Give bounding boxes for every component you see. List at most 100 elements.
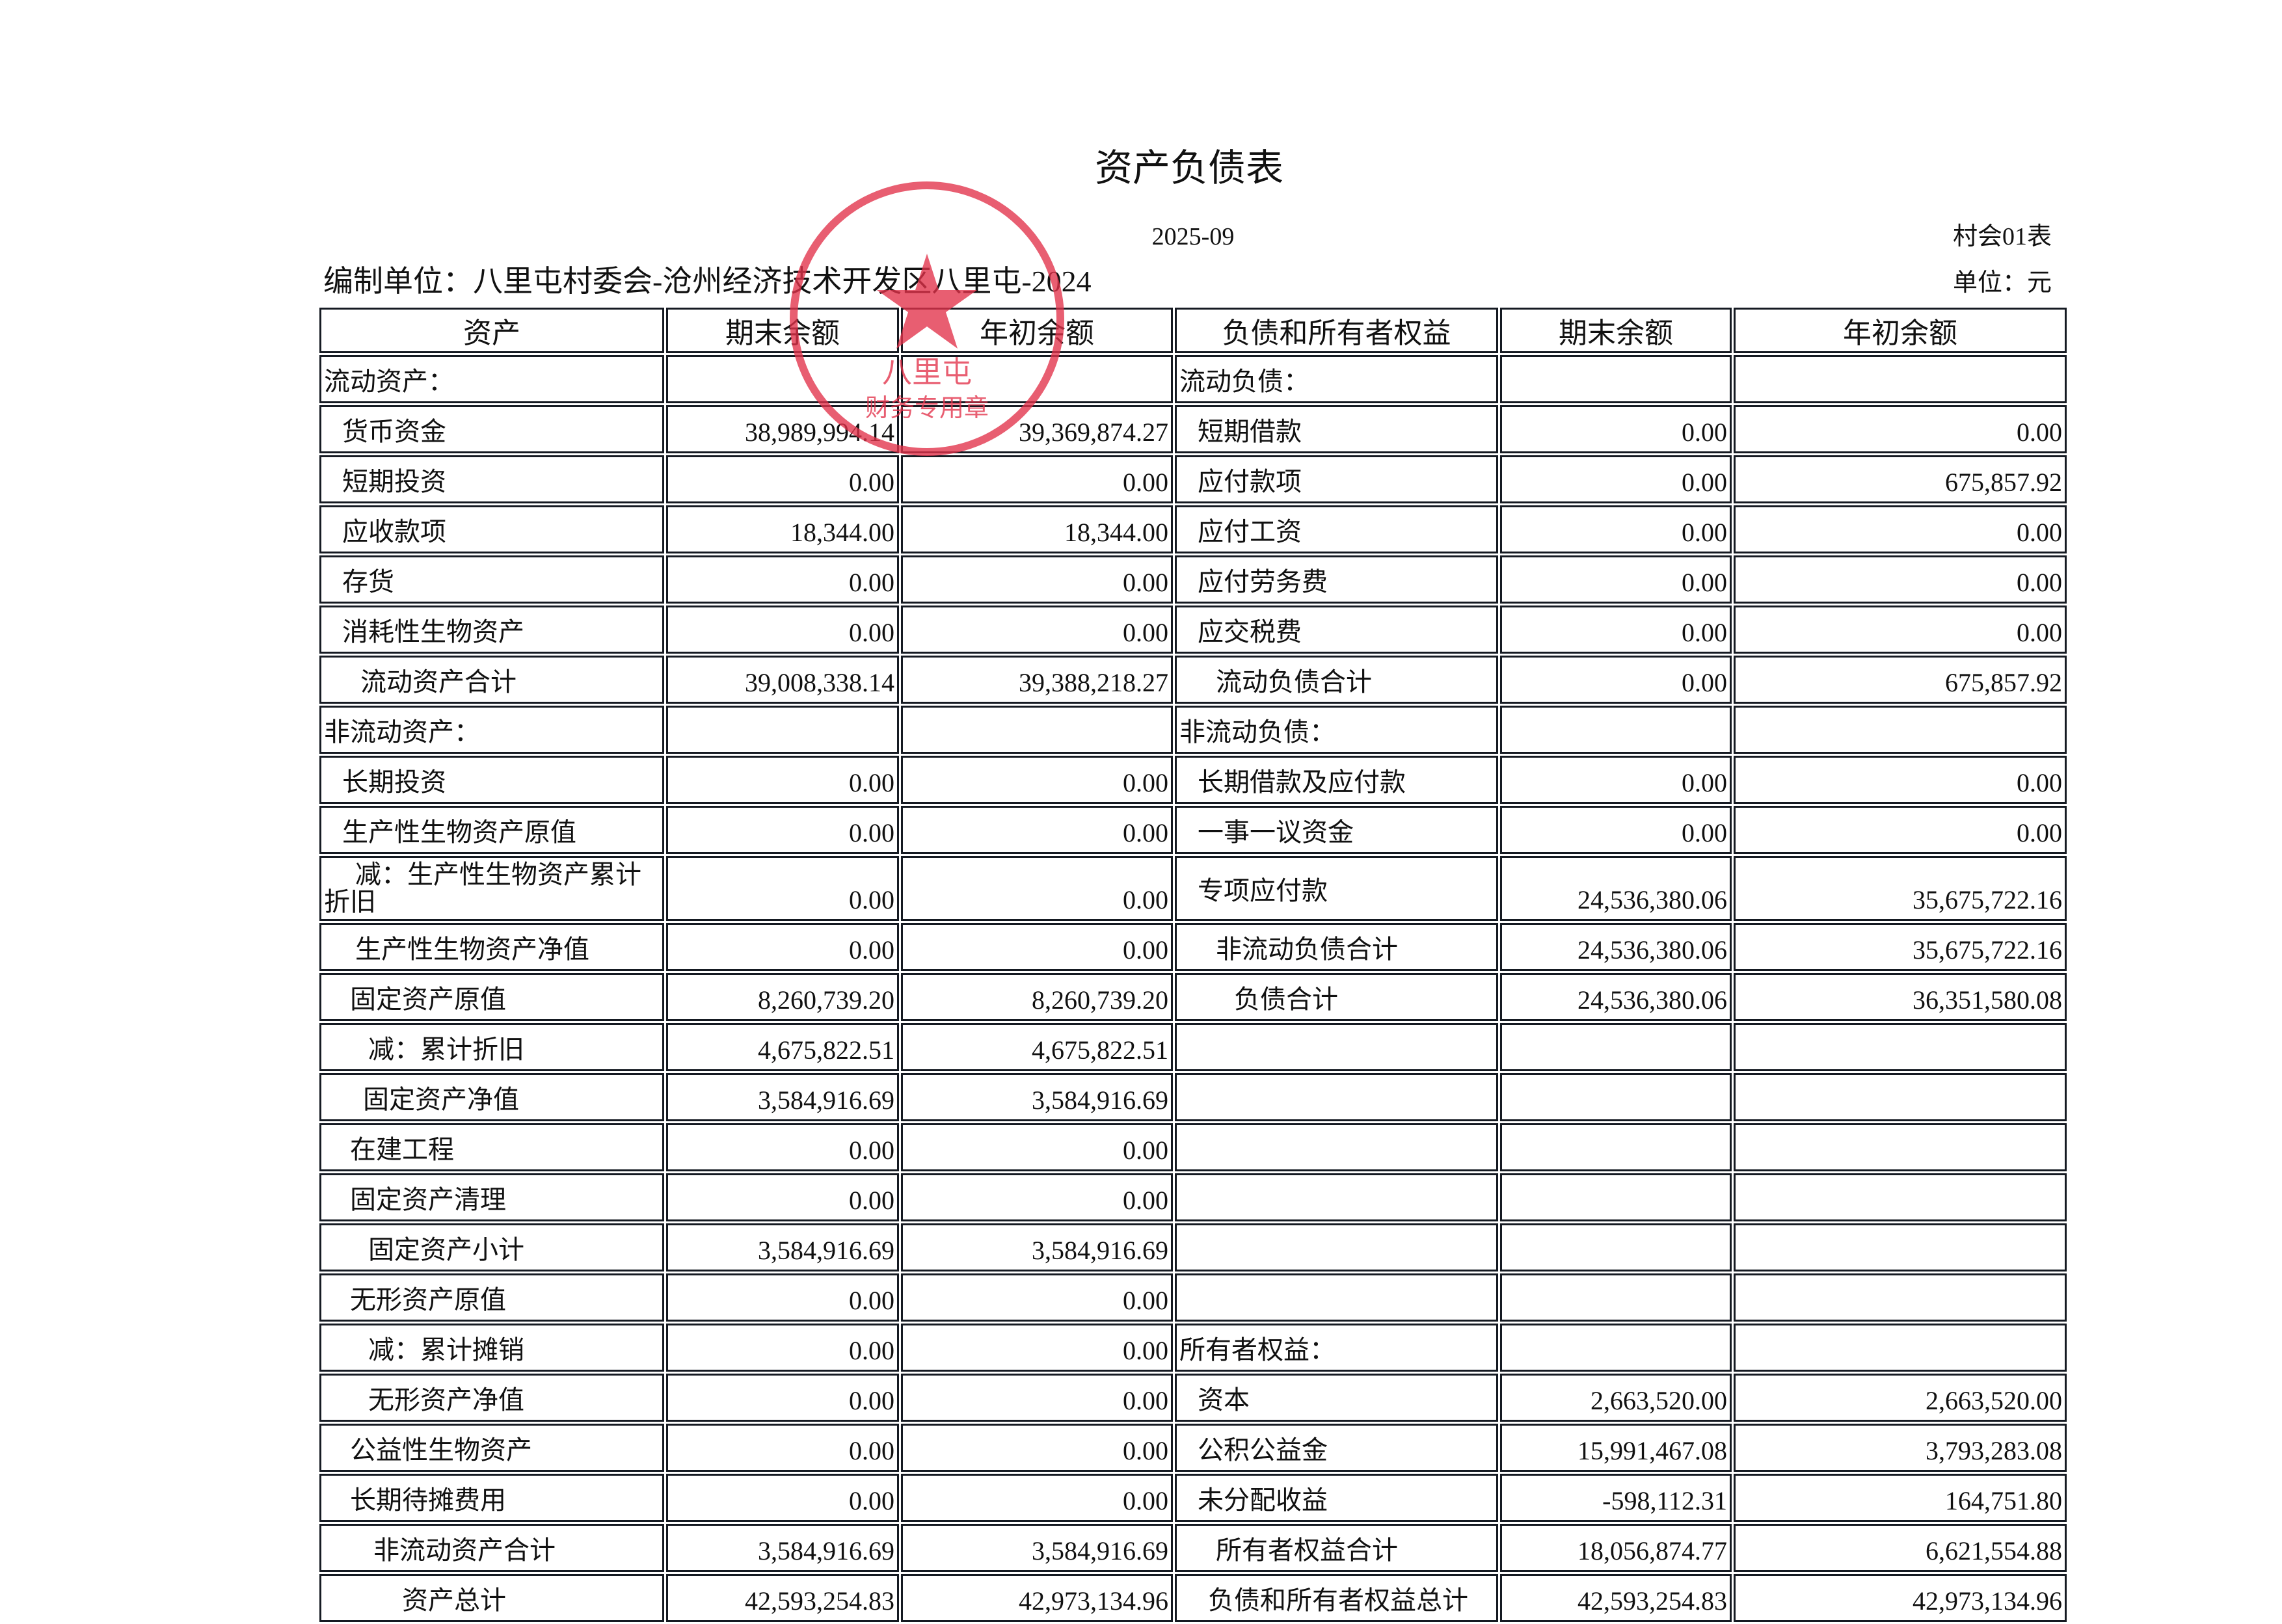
column-header: 期末余额 bbox=[1500, 308, 1732, 353]
table-row: 公益性生物资产 0.00 0.00 公积公益金 15,991,467.08 3,793,2… bbox=[319, 1424, 2067, 1472]
amount-cell: 0.00 bbox=[901, 756, 1173, 804]
amount-cell bbox=[1500, 1123, 1732, 1171]
table-row: 短期投资 0.00 0.00 应付款项 0.00 675,857.92 bbox=[319, 455, 2067, 503]
amount-cell: -598,112.31 bbox=[1500, 1474, 1732, 1522]
row-label: 存货 bbox=[319, 555, 664, 604]
amount-cell: 0.00 bbox=[901, 555, 1173, 604]
amount-cell: 0.00 bbox=[1500, 405, 1732, 453]
row-label: 无形资产净值 bbox=[319, 1374, 664, 1422]
row-label: 所有者权益： bbox=[1175, 1324, 1498, 1372]
row-label: 流动资产合计 bbox=[319, 656, 664, 704]
amount-cell bbox=[1734, 1173, 2067, 1221]
table-row: 流动资产合计 39,008,338.14 39,388,218.27 流动负债合计 0.… bbox=[319, 656, 2067, 704]
amount-cell bbox=[666, 706, 899, 754]
row-label bbox=[1175, 1173, 1498, 1221]
period: 2025-09 bbox=[1151, 223, 1235, 250]
stamp: 八里屯 财务专用章 bbox=[790, 181, 1064, 456]
row-label: 货币资金 bbox=[319, 405, 664, 453]
amount-cell: 0.00 bbox=[1500, 606, 1732, 654]
amount-cell: 3,584,916.69 bbox=[901, 1073, 1173, 1121]
amount-cell: 3,584,916.69 bbox=[666, 1073, 899, 1121]
amount-cell: 0.00 bbox=[666, 923, 899, 971]
stamp-bottom: 财务专用章 bbox=[865, 393, 989, 422]
amount-cell: 24,536,380.06 bbox=[1500, 923, 1732, 971]
amount-cell: 35,675,722.16 bbox=[1734, 923, 2067, 971]
amount-cell: 0.00 bbox=[666, 806, 899, 854]
table-row: 减：生产性生物资产累计折旧 0.00 0.00 专项应付款 24,536,380.06 3… bbox=[319, 856, 2067, 921]
row-label: 短期借款 bbox=[1175, 405, 1498, 453]
row-label: 资产总计 bbox=[319, 1574, 664, 1622]
row-label: 一事一议资金 bbox=[1175, 806, 1498, 854]
amount-cell: 3,584,916.69 bbox=[901, 1524, 1173, 1572]
amount-cell: 6,621,554.88 bbox=[1734, 1524, 2067, 1572]
amount-cell: 164,751.80 bbox=[1734, 1474, 2067, 1522]
amount-cell: 0.00 bbox=[1500, 555, 1732, 604]
amount-cell: 0.00 bbox=[666, 1474, 899, 1522]
amount-cell bbox=[1500, 1073, 1732, 1121]
amount-cell: 39,388,218.27 bbox=[901, 656, 1173, 704]
amount-cell: 42,593,254.83 bbox=[1500, 1574, 1732, 1622]
unit: 单位：元 bbox=[1952, 269, 2052, 297]
row-label: 流动负债合计 bbox=[1175, 656, 1498, 704]
table-row: 固定资产净值 3,584,916.69 3,584,916.69 bbox=[319, 1073, 2067, 1121]
stamp-star bbox=[877, 254, 977, 349]
row-label: 非流动负债合计 bbox=[1175, 923, 1498, 971]
row-label: 应交税费 bbox=[1175, 606, 1498, 654]
row-label: 减：累计摊销 bbox=[319, 1324, 664, 1372]
amount-cell: 0.00 bbox=[901, 1474, 1173, 1522]
table-row: 非流动资产： 非流动负债： bbox=[319, 706, 2067, 754]
amount-cell: 36,351,580.08 bbox=[1734, 973, 2067, 1021]
amount-cell bbox=[1734, 706, 2067, 754]
amount-cell: 0.00 bbox=[901, 606, 1173, 654]
amount-cell: 0.00 bbox=[901, 1374, 1173, 1422]
row-label: 固定资产小计 bbox=[319, 1223, 664, 1271]
table-row: 非流动资产合计 3,584,916.69 3,584,916.69 所有者权益合计 18… bbox=[319, 1524, 2067, 1572]
amount-cell: 0.00 bbox=[666, 1324, 899, 1372]
table-row: 消耗性生物资产 0.00 0.00 应交税费 0.00 0.00 bbox=[319, 606, 2067, 654]
amount-cell: 3,584,916.69 bbox=[666, 1524, 899, 1572]
amount-cell bbox=[1500, 1173, 1732, 1221]
amount-cell bbox=[1734, 1073, 2067, 1121]
amount-cell: 42,973,134.96 bbox=[1734, 1574, 2067, 1622]
row-label: 生产性生物资产净值 bbox=[319, 923, 664, 971]
amount-cell: 24,536,380.06 bbox=[1500, 856, 1732, 921]
amount-cell bbox=[1734, 1273, 2067, 1322]
column-header: 资产 bbox=[319, 308, 664, 353]
amount-cell: 3,584,916.69 bbox=[666, 1223, 899, 1271]
amount-cell: 0.00 bbox=[666, 555, 899, 604]
table-row: 无形资产原值 0.00 0.00 bbox=[319, 1273, 2067, 1322]
row-label bbox=[1175, 1223, 1498, 1271]
amount-cell: 2,663,520.00 bbox=[1500, 1374, 1732, 1422]
amount-cell bbox=[1500, 355, 1732, 403]
amount-cell: 3,793,283.08 bbox=[1734, 1424, 2067, 1472]
amount-cell: 0.00 bbox=[666, 856, 899, 921]
amount-cell: 0.00 bbox=[901, 806, 1173, 854]
column-header: 年初余额 bbox=[1734, 308, 2067, 353]
amount-cell: 0.00 bbox=[1734, 806, 2067, 854]
amount-cell bbox=[1500, 1324, 1732, 1372]
amount-cell bbox=[1734, 355, 2067, 403]
amount-cell: 0.00 bbox=[1734, 555, 2067, 604]
table-row: 固定资产清理 0.00 0.00 bbox=[319, 1173, 2067, 1221]
amount-cell bbox=[1500, 706, 1732, 754]
amount-cell: 39,369,874.27 bbox=[901, 405, 1173, 453]
amount-cell bbox=[1734, 1023, 2067, 1071]
amount-cell bbox=[901, 355, 1173, 403]
row-label bbox=[1175, 1023, 1498, 1071]
table-row: 应收款项 18,344.00 18,344.00 应付工资 0.00 0.00 bbox=[319, 505, 2067, 553]
row-label: 流动负债： bbox=[1175, 355, 1498, 403]
amount-cell: 0.00 bbox=[901, 1324, 1173, 1372]
amount-cell: 4,675,822.51 bbox=[901, 1023, 1173, 1071]
amount-cell: 0.00 bbox=[1500, 806, 1732, 854]
row-label: 减：生产性生物资产累计折旧 bbox=[319, 856, 664, 921]
table-row: 固定资产小计 3,584,916.69 3,584,916.69 bbox=[319, 1223, 2067, 1271]
row-label: 未分配收益 bbox=[1175, 1474, 1498, 1522]
row-label: 应收款项 bbox=[319, 505, 664, 553]
amount-cell: 24,536,380.06 bbox=[1500, 973, 1732, 1021]
amount-cell: 39,008,338.14 bbox=[666, 656, 899, 704]
row-label: 在建工程 bbox=[319, 1123, 664, 1171]
table-row: 生产性生物资产净值 0.00 0.00 非流动负债合计 24,536,380.06 35,… bbox=[319, 923, 2067, 971]
row-label: 减：累计折旧 bbox=[319, 1023, 664, 1071]
amount-cell bbox=[1500, 1023, 1732, 1071]
